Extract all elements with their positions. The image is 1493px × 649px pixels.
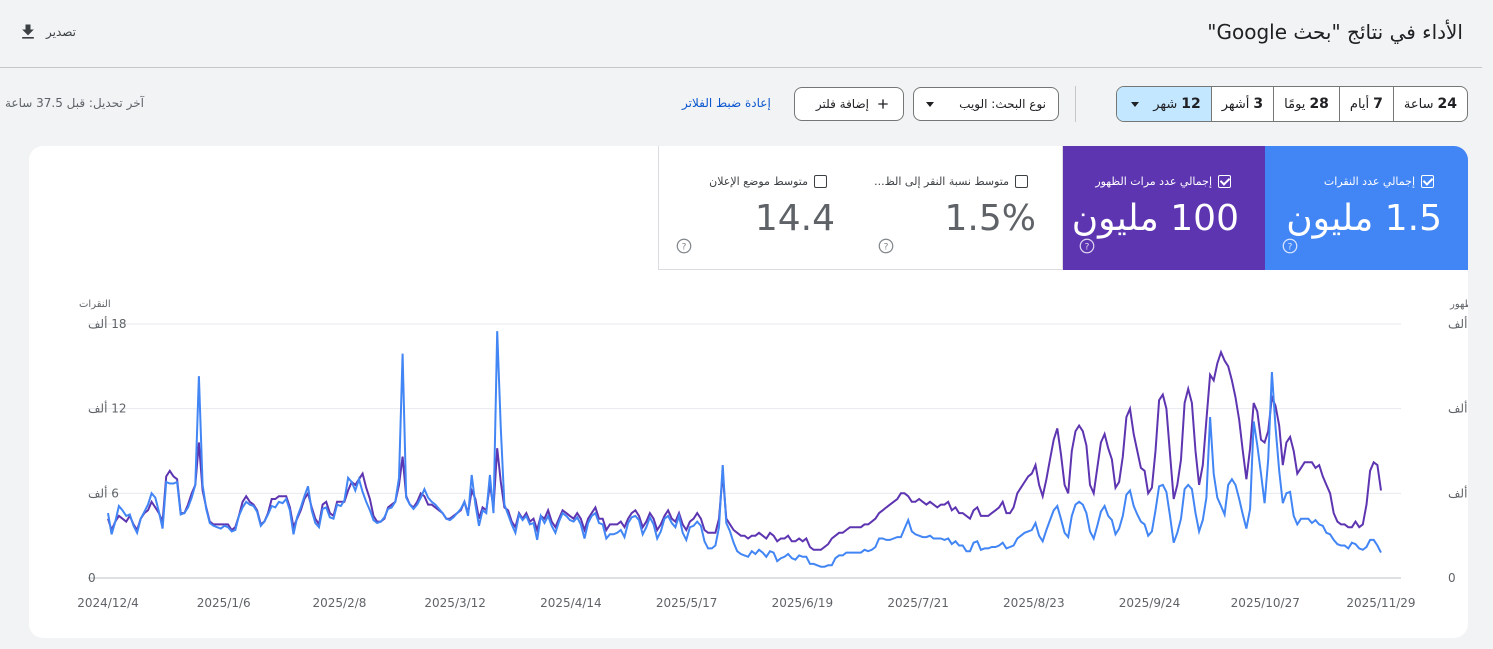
range-7-days[interactable]: 7 أيام bbox=[1338, 87, 1393, 121]
caret-down-icon bbox=[1131, 101, 1140, 107]
impressions-label: إجمالي عدد مرات الظهور bbox=[1095, 175, 1212, 188]
ctr-value: 1.5% bbox=[944, 198, 1036, 239]
clicks-label: إجمالي عدد النقرات bbox=[1323, 175, 1415, 188]
y-left-tick-label: 6 ألف bbox=[88, 485, 119, 500]
y-left-tick-label: 0 bbox=[88, 571, 96, 585]
x-tick-label: 2025/3/12 bbox=[424, 596, 486, 610]
x-tick-label: 2025/1/6 bbox=[197, 596, 251, 610]
y-left-axis-label: النقرات bbox=[79, 299, 111, 310]
x-tick-label: 2025/10/27 bbox=[1231, 596, 1300, 610]
last-update-text: آخر تحديل: قبل 37.5 ساعة bbox=[5, 96, 144, 110]
range-12-months[interactable]: 12 شهر bbox=[1117, 87, 1211, 121]
metric-average-ctr[interactable]: متوسط نسبة النقر إلى الظ... 1.5% ? bbox=[860, 146, 1063, 270]
svg-text:?: ? bbox=[1288, 242, 1293, 252]
caret-down-icon bbox=[926, 101, 934, 107]
x-tick-label: 2025/2/8 bbox=[313, 596, 367, 610]
download-icon bbox=[22, 24, 34, 39]
range-28-days[interactable]: 28 يومًا bbox=[1273, 87, 1339, 121]
range-24-hours[interactable]: 24 ساعة bbox=[1392, 87, 1467, 121]
y-right-axis-label: عدد الظهور bbox=[1449, 299, 1468, 310]
reset-filters-link[interactable]: إعادة ضبط الفلاتر bbox=[682, 96, 771, 110]
ctr-label: متوسط نسبة النقر إلى الظ... bbox=[874, 175, 1009, 188]
help-icon[interactable]: ? bbox=[1078, 237, 1096, 255]
x-tick-label: 2025/7/21 bbox=[887, 596, 949, 610]
x-tick-label: 2024/12/4 bbox=[77, 596, 139, 610]
x-tick-label: 2025/8/23 bbox=[1003, 596, 1065, 610]
y-right-tick-label: 600 ألف bbox=[1448, 401, 1468, 416]
search-type-label: نوع البحث: الويب bbox=[959, 97, 1046, 111]
performance-card: إجمالي عدد النقرات 1.5 مليون ? إجمالي عد… bbox=[29, 146, 1468, 638]
export-label: تصدير bbox=[46, 25, 77, 39]
impressions-series-line bbox=[107, 349, 1382, 551]
help-icon[interactable]: ? bbox=[1281, 237, 1299, 255]
help-icon[interactable]: ? bbox=[675, 237, 693, 255]
impressions-value: 100 مليون bbox=[1071, 198, 1239, 239]
svg-text:?: ? bbox=[1085, 242, 1090, 252]
date-range-selector: 24 ساعة 7 أيام 28 يومًا 3 أشهر 12 شهر bbox=[1116, 86, 1468, 122]
clicks-series-line bbox=[107, 331, 1382, 568]
y-left-tick-label: 12 ألف bbox=[88, 401, 127, 416]
y-right-tick-label: 300 ألف bbox=[1448, 485, 1468, 500]
metric-total-clicks[interactable]: إجمالي عدد النقرات 1.5 مليون ? bbox=[1265, 146, 1468, 270]
metric-total-impressions[interactable]: إجمالي عدد مرات الظهور 100 مليون ? bbox=[1062, 146, 1265, 270]
svg-text:?: ? bbox=[682, 242, 687, 252]
impressions-checkbox[interactable] bbox=[1218, 175, 1231, 188]
header-divider bbox=[0, 67, 1482, 68]
add-filter-button[interactable]: إضافة فلتر bbox=[794, 87, 904, 121]
position-label: متوسط موضع الإعلان bbox=[709, 175, 808, 188]
y-left-tick-label: 18 ألف bbox=[88, 316, 127, 331]
x-tick-label: 2025/11/29 bbox=[1346, 596, 1415, 610]
help-icon[interactable]: ? bbox=[877, 237, 895, 255]
range-3-months[interactable]: 3 أشهر bbox=[1210, 87, 1273, 121]
y-right-tick-label: 900 ألف bbox=[1448, 316, 1468, 331]
add-filter-label: إضافة فلتر bbox=[815, 97, 869, 111]
position-checkbox[interactable] bbox=[814, 175, 827, 188]
position-value: 14.4 bbox=[754, 198, 835, 239]
x-tick-label: 2025/6/19 bbox=[772, 596, 834, 610]
clicks-value: 1.5 مليون bbox=[1286, 198, 1442, 239]
ctr-checkbox[interactable] bbox=[1015, 175, 1028, 188]
top-bar: الأداء في نتائج "بحث Google" تصدير bbox=[0, 0, 1493, 68]
plus-icon bbox=[878, 99, 888, 109]
x-tick-label: 2025/9/24 bbox=[1119, 596, 1181, 610]
x-tick-label: 2025/5/17 bbox=[656, 596, 718, 610]
page-title: الأداء في نتائج "بحث Google" bbox=[1207, 20, 1463, 44]
performance-chart[interactable]: النقرات عدد الظهور 0 0 6 ألف 300 ألف 12 ألف 6… bbox=[29, 146, 1468, 638]
export-button[interactable]: تصدير bbox=[18, 18, 76, 46]
search-type-filter[interactable]: نوع البحث: الويب bbox=[913, 87, 1059, 121]
x-tick-label: 2025/4/14 bbox=[540, 596, 602, 610]
clicks-checkbox[interactable] bbox=[1421, 175, 1434, 188]
svg-text:?: ? bbox=[884, 242, 889, 252]
metric-average-position[interactable]: متوسط موضع الإعلان 14.4 ? bbox=[658, 146, 861, 270]
filter-separator bbox=[1075, 86, 1076, 122]
y-right-tick-label: 0 bbox=[1448, 571, 1456, 585]
